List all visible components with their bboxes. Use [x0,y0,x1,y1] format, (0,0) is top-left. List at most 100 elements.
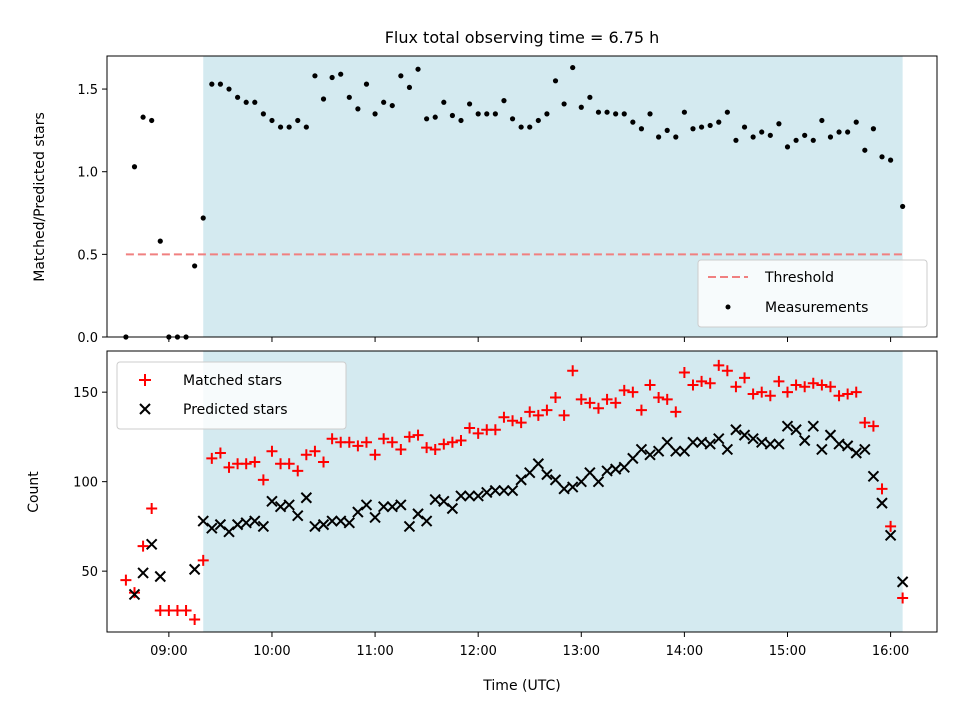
measurement-point [286,124,292,130]
measurement-point [613,111,619,117]
matched-star-point [713,359,725,371]
predicted-star-point [429,493,441,506]
matched-star-point [550,392,562,404]
y-tick-label: 50 [81,565,98,580]
predicted-star-point [188,563,201,576]
matched-star-point [266,445,278,457]
matched-star-point [369,449,381,461]
matched-star-point [807,377,819,389]
measurement-point [707,122,713,129]
measurement-point [269,117,275,124]
measurement-point [716,119,722,125]
measurement-point [819,117,825,124]
predicted-star-point [695,436,708,448]
measurement-point [587,94,593,100]
measurement-point [441,99,447,105]
measurement-point [552,78,559,84]
measurement-point [802,132,808,138]
predicted-star-point [876,497,888,509]
matched-star-point [670,406,682,418]
matched-star-point [498,411,510,423]
matched-star-point [635,404,647,416]
measurement-point [690,126,696,132]
measurement-point [432,114,438,120]
measurement-point [518,124,524,130]
predicted-star-point [360,499,373,511]
predicted-star-point [300,492,313,504]
matched-star-point [249,456,261,468]
measurement-point [381,99,387,105]
predicted-star-point [713,432,725,445]
count-y-label: Count [26,471,42,513]
matched-legend-label: Matched stars [183,373,282,389]
matched-star-point [386,436,398,448]
predicted-star-point [738,429,751,441]
measurement-point [484,111,490,117]
matched-star-point [189,613,201,625]
predicted-star-point [592,475,605,488]
measurement-point [638,126,645,132]
matched-star-point [885,520,897,532]
y-tick-label: 100 [73,476,98,491]
predicted-star-point [206,522,218,534]
predicted-star-point [343,517,356,529]
predicted-star-point [670,445,682,457]
measurement-point [346,94,352,100]
x-tick-label: 11:00 [356,644,393,659]
predicted-star-point [455,490,467,502]
matched-star-point [790,379,802,391]
predicted-star-point [137,567,149,579]
measurement-point [363,81,370,87]
matched-star-point [842,388,854,400]
matched-star-point [197,554,209,566]
predicted-star-point [704,438,716,450]
count-legend: Matched stars Predicted stars [116,361,347,430]
predicted-star-point [850,447,862,459]
measurement-point [372,111,378,117]
predicted-star-point [721,443,734,456]
predicted-star-point [824,429,837,441]
predicted-star-point [515,474,527,486]
matched-star-point [592,402,604,414]
x-tick-label: 15:00 [769,644,806,659]
matched-star-point [378,433,390,445]
matched-star-point [756,386,768,398]
predicted-star-point [412,508,424,520]
measurement-point [492,111,498,117]
measurement-point [475,111,481,117]
measurement-point [320,96,327,102]
measurement-point [312,73,318,79]
measurement-point [767,132,773,138]
matched-star-point [343,436,355,448]
predicted-star-point [747,432,759,445]
predicted-star-point [472,490,484,502]
ratio-legend-box [697,259,928,328]
measurement-point [733,137,739,143]
matched-star-point [867,420,879,432]
measurement-point [845,129,851,135]
ratio-x-ticks [168,337,892,342]
count-y-ticks: 50 100 150 [73,386,107,580]
count-legend-box [116,361,347,430]
predicted-star-point [816,443,828,456]
ratio-y-label: Matched/Predicted stars [32,112,48,282]
measurement-point [209,81,215,87]
matched-star-point [601,393,613,405]
matched-star-point [653,392,665,404]
y-tick-label: 1.0 [77,166,98,181]
matched-star-point [747,388,759,400]
measurement-point [561,101,567,107]
predicted-star-point [326,515,338,527]
count-x-ticks: 09:00 10:00 11:00 12:00 13:00 14:00 15:00 16:00 [150,632,909,659]
y-tick-label: 0.5 [77,248,98,263]
predicted-star-point [618,461,630,474]
matched-star-point [661,393,673,405]
measurement-point [664,127,670,133]
measurement-point [578,104,584,110]
matched-star-point [730,381,742,393]
count-panel-frame [106,350,938,633]
predicted-legend-swatch [139,403,151,415]
predicted-star-point [463,490,476,502]
predicted-star-point [506,484,519,497]
measurement-point [260,111,266,117]
